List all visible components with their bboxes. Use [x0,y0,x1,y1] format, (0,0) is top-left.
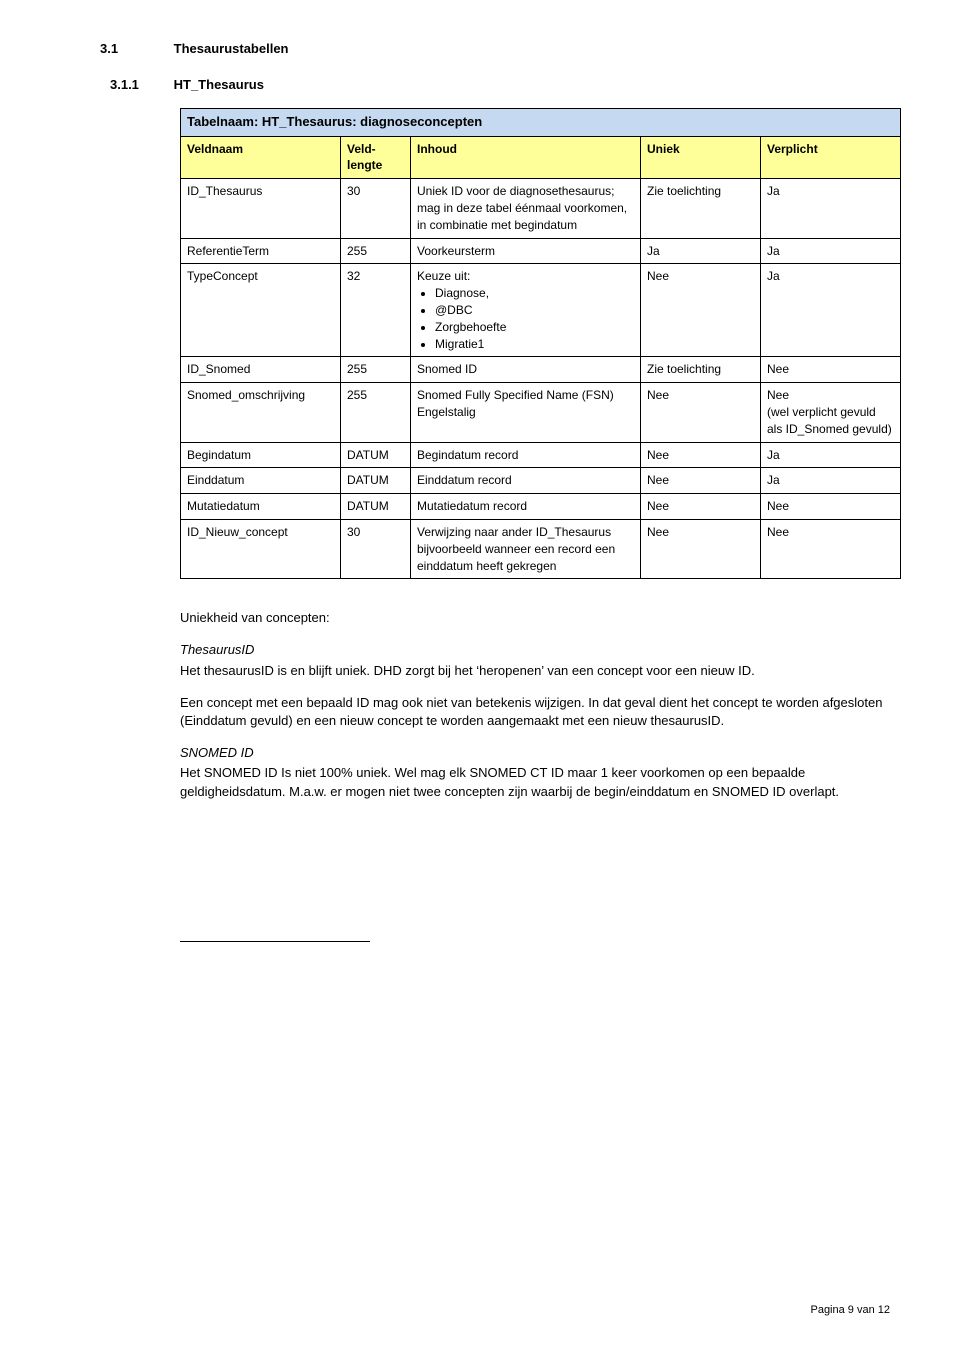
cell-verplicht: Nee [761,519,901,578]
cell-veldnaam: ReferentieTerm [181,238,341,264]
table-row: ReferentieTerm255VoorkeurstermJaJa [181,238,901,264]
cell-veldlengte: 255 [341,238,411,264]
cell-inhoud: Uniek ID voor de diagnosethesaurus; mag … [411,179,641,238]
subsection-heading: 3.1.1 HT_Thesaurus [110,76,890,94]
cell-verplicht: Ja [761,179,901,238]
cell-verplicht: Nee [761,494,901,520]
thesaurus-table: Tabelnaam: HT_Thesaurus: diagnoseconcept… [180,108,901,579]
cell-inhoud: Voorkeursterm [411,238,641,264]
cell-veldlengte: DATUM [341,442,411,468]
cell-inhoud: Snomed ID [411,357,641,383]
cell-veldnaam: Mutatiedatum [181,494,341,520]
cell-verplicht: Ja [761,442,901,468]
cell-verplicht: Ja [761,264,901,357]
snomed-id-label: SNOMED ID [180,744,900,762]
footnote-rule [180,941,370,942]
body-text: Uniekheid van concepten: ThesaurusID Het… [180,609,900,801]
cell-inhoud: Verwijzing naar ander ID_Thesaurus bijvo… [411,519,641,578]
col-header: Inhoud [411,136,641,179]
table-caption: Tabelnaam: HT_Thesaurus: diagnoseconcept… [181,109,901,136]
table-row: TypeConcept32Keuze uit:Diagnose,@DBCZorg… [181,264,901,357]
cell-veldnaam: TypeConcept [181,264,341,357]
cell-veldlengte: 32 [341,264,411,357]
snomed-id-p1: Het SNOMED ID Is niet 100% uniek. Wel ma… [180,764,900,800]
cell-uniek: Nee [641,468,761,494]
cell-veldnaam: ID_Thesaurus [181,179,341,238]
table-row: ID_Thesaurus30Uniek ID voor de diagnoset… [181,179,901,238]
table-row: ID_Snomed255Snomed IDZie toelichtingNee [181,357,901,383]
col-header: Verplicht [761,136,901,179]
cell-veldnaam: Begindatum [181,442,341,468]
cell-uniek: Nee [641,264,761,357]
cell-uniek: Nee [641,442,761,468]
cell-inhoud: Snomed Fully Specified Name (FSN) Engels… [411,383,641,442]
table-row: BegindatumDATUMBegindatum recordNeeJa [181,442,901,468]
col-header: Veld-lengte [341,136,411,179]
thesaurus-id-p1: Het thesaurusID is en blijft uniek. DHD … [180,662,900,680]
cell-veldnaam: Snomed_omschrijving [181,383,341,442]
cell-inhoud: Einddatum record [411,468,641,494]
table-row: MutatiedatumDATUMMutatiedatum recordNeeN… [181,494,901,520]
cell-inhoud: Keuze uit:Diagnose,@DBCZorgbehoefteMigra… [411,264,641,357]
table-header-row: Veldnaam Veld-lengte Inhoud Uniek Verpli… [181,136,901,179]
uniq-heading: Uniekheid van concepten: [180,609,900,627]
cell-uniek: Ja [641,238,761,264]
cell-uniek: Zie toelichting [641,357,761,383]
cell-veldlengte: DATUM [341,468,411,494]
cell-veldlengte: 255 [341,383,411,442]
subsection-number: 3.1.1 [110,76,170,94]
cell-uniek: Nee [641,519,761,578]
thesaurus-id-p2: Een concept met een bepaald ID mag ook n… [180,694,900,730]
cell-verplicht: Ja [761,468,901,494]
col-header: Uniek [641,136,761,179]
subsection-title: HT_Thesaurus [174,77,264,92]
table-row: Snomed_omschrijving255Snomed Fully Speci… [181,383,901,442]
cell-veldlengte: 30 [341,519,411,578]
cell-veldlengte: 30 [341,179,411,238]
cell-verplicht: Ja [761,238,901,264]
cell-veldnaam: ID_Snomed [181,357,341,383]
cell-veldlengte: 255 [341,357,411,383]
cell-veldlengte: DATUM [341,494,411,520]
section-title: Thesaurustabellen [174,41,289,56]
cell-veldnaam: Einddatum [181,468,341,494]
cell-verplicht: Nee (wel verplicht gevuld als ID_Snomed … [761,383,901,442]
cell-inhoud: Begindatum record [411,442,641,468]
cell-uniek: Nee [641,383,761,442]
cell-veldnaam: ID_Nieuw_concept [181,519,341,578]
table-row: EinddatumDATUMEinddatum recordNeeJa [181,468,901,494]
cell-uniek: Zie toelichting [641,179,761,238]
table-row: ID_Nieuw_concept30Verwijzing naar ander … [181,519,901,578]
cell-inhoud: Mutatiedatum record [411,494,641,520]
thesaurus-id-label: ThesaurusID [180,641,900,659]
cell-verplicht: Nee [761,357,901,383]
table-caption-row: Tabelnaam: HT_Thesaurus: diagnoseconcept… [181,109,901,136]
section-number: 3.1 [100,40,170,58]
section-heading: 3.1 Thesaurustabellen [100,40,890,58]
col-header: Veldnaam [181,136,341,179]
cell-uniek: Nee [641,494,761,520]
page-footer: Pagina 9 van 12 [810,1303,890,1318]
